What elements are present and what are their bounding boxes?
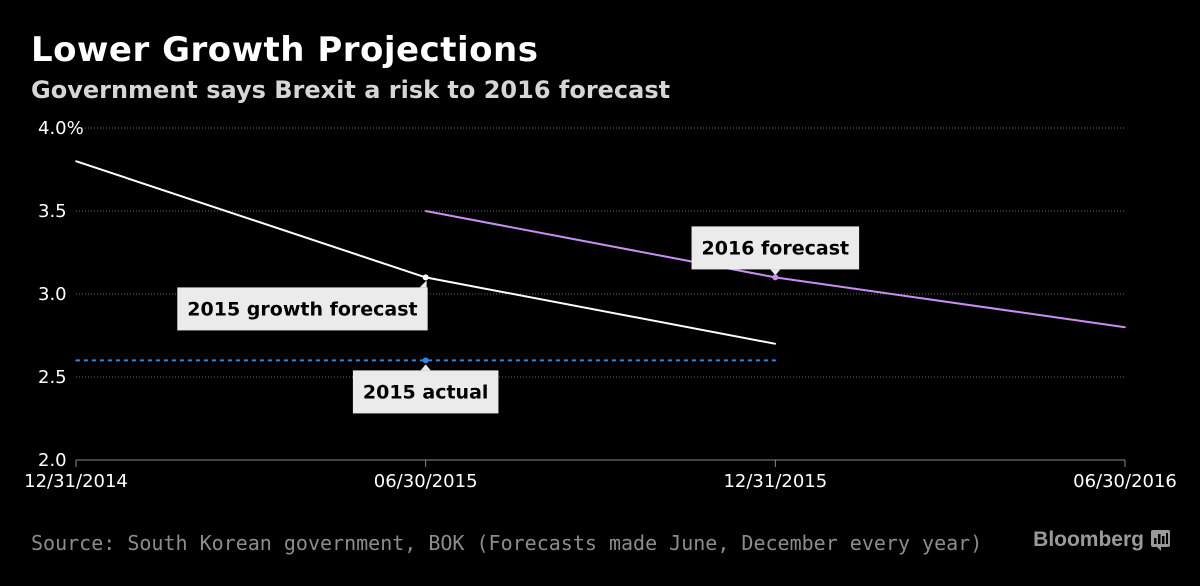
y-tick-label: 3.5: [38, 201, 67, 222]
x-tick-label: 12/31/2014: [24, 471, 128, 492]
callout-box: [691, 226, 860, 270]
callout-marker: [422, 274, 429, 281]
data-point: [774, 343, 777, 345]
gridlines: [76, 127, 1125, 378]
callout-marker: [772, 274, 779, 281]
data-point: [424, 210, 427, 212]
callout-2016-forecast: 2016 forecast: [691, 226, 860, 281]
callout-box: [352, 370, 499, 414]
data-point: [1124, 326, 1126, 329]
source-note: Source: South Korean government, BOK (Fo…: [31, 531, 983, 555]
callout-box: [177, 287, 428, 331]
chart-title: Lower Growth Projections: [31, 30, 539, 70]
annotations: 2015 growth forecast 2016 forecast 2015 ac…: [177, 226, 860, 414]
callout-label: 2015 growth forecast: [187, 298, 417, 320]
bloomberg-logo: Bloomberg: [1033, 528, 1170, 552]
x-tick-label: 06/30/2015: [374, 471, 478, 492]
callout-pointer: [770, 269, 781, 276]
chart-subtitle: Government says Brexit a risk to 2016 fo…: [31, 76, 671, 104]
x-tick-label: 06/30/2016: [1073, 471, 1177, 492]
y-tick-label: 3.0: [38, 284, 67, 305]
callout-2015-growth-forecast: 2015 growth forecast: [177, 274, 429, 331]
data-series: [75, 160, 1126, 362]
y-tick-label: 2.0: [38, 450, 67, 471]
y-tick-label: 2.5: [38, 367, 67, 388]
x-tick-label: 12/31/2015: [723, 471, 827, 492]
y-tick-label: 4.0%: [38, 118, 84, 139]
brand-name: Bloomberg: [1033, 528, 1144, 551]
axes: 4.0% 3.5 3.0 2.5 2.012/31/2014 06/30/2015 12/3…: [24, 118, 1177, 492]
callout-pointer: [419, 280, 427, 288]
data-point: [75, 359, 77, 362]
data-point: [774, 359, 777, 362]
callout-marker: [422, 357, 429, 364]
callout-pointer: [420, 364, 431, 371]
callout-label: 2015 actual: [363, 381, 489, 403]
callout-2015-actual: 2015 actual: [352, 357, 499, 414]
data-point: [75, 160, 77, 162]
callout-label: 2016 forecast: [702, 237, 850, 259]
bloomberg-chart-icon: [1151, 529, 1170, 551]
